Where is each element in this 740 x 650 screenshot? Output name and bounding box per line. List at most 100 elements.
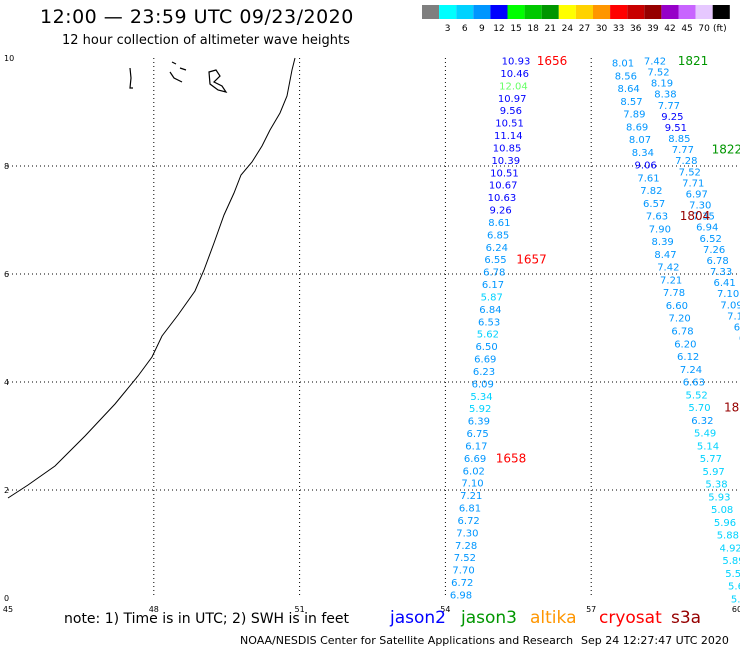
- pass-time-label: 180: [724, 401, 740, 415]
- wave-height-label: 7.42: [644, 57, 666, 68]
- color-bin-label: 70: [698, 24, 710, 34]
- color-bin: [439, 5, 457, 19]
- wave-height-label: 7.78: [663, 288, 685, 299]
- wave-height-label: 7.71: [682, 178, 704, 189]
- wave-height-label: 6.63: [683, 378, 705, 389]
- wave-height-label: 4.92: [720, 543, 740, 554]
- wave-height-label: 12.04: [499, 81, 528, 92]
- wave-height-label: 6.17: [465, 441, 487, 452]
- color-unit-label: (ft): [713, 24, 727, 34]
- pass-time-label: 1804: [680, 209, 711, 223]
- wave-height-label: 6.78: [707, 256, 729, 267]
- color-bin-label: 33: [613, 24, 624, 34]
- pass-time-label: 1656: [537, 54, 568, 68]
- wave-height-label: 6.20: [674, 339, 696, 350]
- wave-height-label: 7.21: [460, 491, 482, 502]
- wave-height-label: 10.93: [502, 57, 531, 68]
- track-s3a: 8.018.56 8.64 8.57 7.898.69 8.07 8.34 9.067.61…: [612, 59, 740, 606]
- color-bin: [490, 5, 508, 19]
- wave-height-label: 7.42: [657, 263, 679, 274]
- wave-height-label: 5.61: [728, 582, 740, 593]
- wave-height-label: 8.47: [654, 250, 676, 261]
- y-tick-label: 8: [4, 162, 9, 171]
- wave-height-label: 6.39: [468, 417, 490, 428]
- wave-height-label: 6.72: [458, 516, 480, 527]
- wave-height-label: 10.51: [490, 168, 519, 179]
- track-jason3: 7.427.528.198.387.779.259.518.857.777.28…: [644, 54, 740, 345]
- wave-height-label: 7.52: [454, 553, 476, 564]
- wave-height-label: 5.96: [714, 518, 736, 529]
- pass-time-label: 1821: [678, 54, 709, 68]
- wave-height-label: 6.12: [677, 352, 699, 363]
- wave-height-label: 8.56: [615, 71, 637, 82]
- wave-height-label: 5.97: [703, 467, 725, 478]
- wave-height-label: 6.: [734, 322, 740, 333]
- wave-height-label: 10.85: [493, 143, 522, 154]
- footer-note: note: 1) Time is in UTC; 2) SWH is in fe…: [64, 611, 350, 627]
- color-bin: [712, 5, 730, 19]
- wave-height-label: 7.61: [637, 173, 659, 184]
- wave-height-label: 6.98: [450, 591, 472, 602]
- wave-height-label: 7.70: [452, 566, 474, 577]
- wave-height-label: 9.06: [635, 161, 657, 172]
- wave-height-label: 10.97: [498, 94, 527, 105]
- coastline: [7, 57, 296, 499]
- wave-height-label: 6.52: [700, 234, 722, 245]
- wave-height-label: 9.56: [500, 106, 522, 117]
- color-bin: [661, 5, 679, 19]
- wave-height-label: 9.25: [661, 112, 683, 123]
- color-bin: [627, 5, 645, 19]
- wave-height-label: 7.1: [727, 311, 740, 322]
- wave-height-label: 5.50: [725, 569, 740, 580]
- wave-height-label: 6.78: [483, 268, 505, 279]
- wave-height-label: 11.14: [494, 131, 523, 142]
- color-bin-label: 30: [596, 24, 608, 34]
- wave-height-label: 8.85: [668, 134, 690, 145]
- pass-time-label: 1658: [496, 451, 527, 465]
- wave-height-label: 5.34: [470, 392, 492, 403]
- wave-height-label: 6.09: [472, 379, 494, 390]
- x-tick-label: 54: [440, 605, 450, 614]
- x-tick-label: 51: [295, 605, 305, 614]
- wave-height-label: 7.28: [455, 541, 477, 552]
- x-tick-label: 57: [586, 605, 596, 614]
- wave-height-label: 7.10: [717, 289, 739, 300]
- color-bin: [473, 5, 491, 19]
- wave-height-label: 5.70: [688, 403, 710, 414]
- wave-height-label: 5.88: [717, 531, 739, 542]
- wave-height-label: 8.34: [632, 148, 654, 159]
- wave-height-label: 6.17: [482, 280, 504, 291]
- wave-height-label: 6.97: [686, 189, 708, 200]
- color-bin: [558, 5, 576, 19]
- wave-height-label: 10.39: [491, 156, 520, 167]
- wave-height-label: 10.46: [500, 69, 529, 80]
- wave-height-label: 6.69: [464, 454, 486, 465]
- y-tick-label: 0: [4, 594, 9, 603]
- y-tick-label: 2: [4, 486, 9, 495]
- wave-height-label: 6.32: [691, 416, 713, 427]
- wave-height-label: 5.89: [722, 556, 740, 567]
- legend-altika: altika: [530, 608, 577, 628]
- wave-height-label: 7.33: [710, 267, 732, 278]
- wave-height-label: 7.24: [680, 365, 702, 376]
- color-bin-label: 42: [664, 24, 675, 34]
- page-subtitle: 12 hour collection of altimeter wave hei…: [62, 33, 350, 48]
- wave-height-label: 5.49: [694, 429, 716, 440]
- color-bin-label: 3: [445, 24, 451, 34]
- color-bin: [422, 5, 440, 19]
- color-bin: [507, 5, 525, 19]
- wave-height-label: 6.69: [474, 355, 496, 366]
- wave-height-label: 5.08: [711, 505, 733, 516]
- wave-height-label: 7.52: [647, 68, 669, 79]
- wave-height-label: 5.77: [700, 454, 722, 465]
- color-bin-label: 21: [545, 24, 556, 34]
- wave-height-label: 5.38: [705, 480, 727, 491]
- wave-height-label: 6.84: [479, 305, 501, 316]
- wave-height-label: 10.67: [489, 181, 518, 192]
- color-bin-label: 6: [462, 24, 468, 34]
- wave-height-label: 7.26: [703, 245, 725, 256]
- wave-height-label: 7.35: [693, 212, 715, 223]
- color-bin-label: 24: [562, 24, 574, 34]
- wave-height-label: 7.90: [649, 224, 671, 235]
